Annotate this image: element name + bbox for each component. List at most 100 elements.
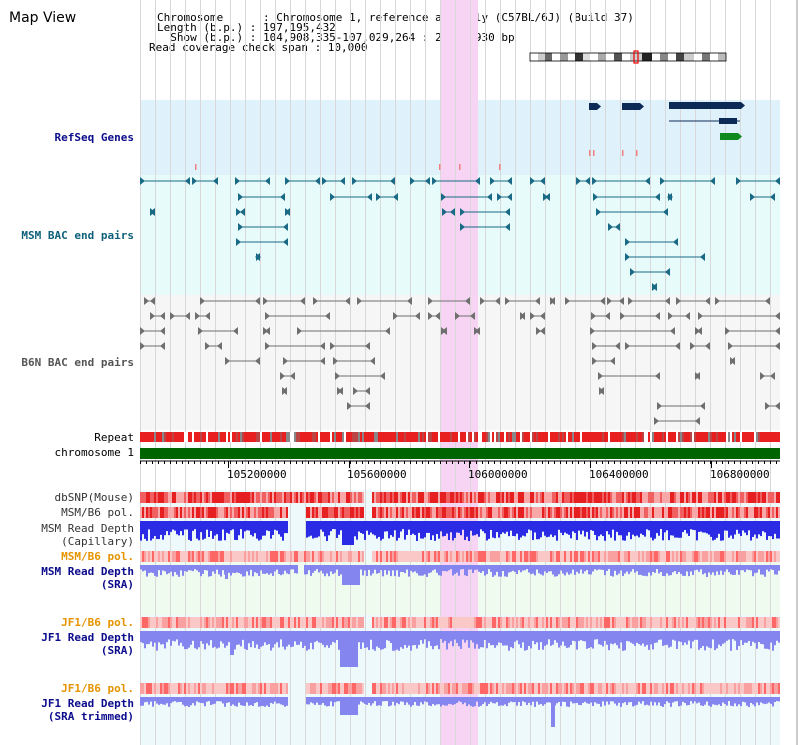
- polymorphism-segment: [604, 551, 606, 562]
- read-depth-bar: [686, 631, 688, 645]
- read-depth-bar: [730, 631, 732, 651]
- read-depth-bar: [566, 565, 568, 573]
- read-depth-bar: [208, 565, 210, 577]
- polymorphism-segment: [536, 551, 538, 562]
- polymorphism-segment: [302, 492, 304, 503]
- polymorphism-segment: [520, 617, 522, 628]
- read-depth-bar: [734, 521, 736, 535]
- polymorphism-segment: [666, 492, 668, 503]
- polymorphism-segment: [282, 551, 284, 562]
- read-depth-bar: [544, 521, 546, 536]
- repeat-segment: [706, 432, 708, 442]
- polymorphism-segment: [232, 683, 234, 694]
- polymorphism-segment: [468, 551, 470, 562]
- b6n-bac-pair-end: [705, 297, 710, 305]
- repeat-segment: [708, 432, 710, 442]
- polymorphism-segment: [656, 551, 658, 562]
- polymorphism-segment: [418, 617, 420, 628]
- polymorphism-segment: [322, 507, 324, 518]
- polymorphism-segment: [148, 683, 150, 694]
- polymorphism-segment: [710, 683, 712, 694]
- polymorphism-segment: [266, 617, 268, 628]
- polymorphism-segment: [408, 492, 410, 503]
- polymorphism-segment: [190, 492, 192, 503]
- polymorphism-segment: [274, 683, 276, 694]
- read-depth-bar: [216, 565, 218, 570]
- polymorphism-segment: [478, 492, 480, 503]
- read-depth-bar: [206, 565, 208, 571]
- track-label-msm-depth-sra: MSM Read Depth: [41, 565, 134, 578]
- polymorphism-segment: [754, 551, 756, 562]
- polymorphism-segment: [608, 492, 610, 503]
- polymorphism-segment: [486, 507, 488, 518]
- read-depth-bar: [606, 631, 608, 645]
- polymorphism-segment: [266, 683, 268, 694]
- polymorphism-segment: [674, 617, 676, 628]
- read-depth-bar: [182, 565, 184, 576]
- polymorphism-segment: [396, 551, 398, 562]
- b6n-bac-pair-end: [320, 357, 325, 365]
- polymorphism-segment: [212, 551, 214, 562]
- polymorphism-segment: [276, 551, 278, 562]
- polymorphism-segment: [768, 492, 770, 503]
- read-depth-bar: [600, 521, 602, 535]
- polymorphism-segment: [776, 551, 778, 562]
- polymorphism-segment: [620, 683, 622, 694]
- polymorphism-segment: [284, 683, 286, 694]
- read-depth-bar: [748, 697, 750, 707]
- read-depth-bar: [718, 521, 720, 534]
- read-depth-bar: [704, 631, 706, 651]
- read-depth-bar: [162, 565, 164, 571]
- read-depth-bar: [190, 631, 192, 645]
- msm-bac-pair-end: [460, 223, 465, 231]
- polymorphism-segment: [672, 492, 674, 503]
- read-depth-bar: [258, 521, 260, 541]
- b6n-bac-pair-end: [335, 372, 340, 380]
- polymorphism-segment: [582, 551, 584, 562]
- polymorphism-segment: [346, 507, 348, 518]
- repeat-segment: [190, 432, 192, 442]
- read-depth-bar: [204, 565, 206, 571]
- ideogram-band: [568, 53, 575, 61]
- read-depth-bar: [260, 565, 262, 571]
- polymorphism-segment: [688, 551, 690, 562]
- polymorphism-segment: [630, 551, 632, 562]
- polymorphism-segment: [384, 617, 386, 628]
- read-depth-bar: [380, 521, 382, 541]
- polymorphism-segment: [632, 551, 634, 562]
- read-depth-bar: [648, 631, 650, 650]
- read-depth-bar: [152, 565, 154, 574]
- repeat-segment: [564, 432, 566, 442]
- polymorphism-segment: [374, 492, 376, 503]
- polymorphism-segment: [658, 551, 660, 562]
- msm-bac-pair-end: [315, 177, 320, 185]
- repeat-segment: [296, 432, 298, 442]
- read-depth-bar: [714, 631, 716, 651]
- read-depth-bar: [428, 631, 430, 642]
- polymorphism-segment: [548, 551, 550, 562]
- read-depth-bar: [454, 697, 456, 705]
- track-label-chromosome: chromosome 1: [54, 446, 134, 459]
- repeat-segment: [322, 432, 324, 442]
- polymorphism-segment: [358, 683, 360, 694]
- read-depth-bar: [428, 521, 430, 533]
- polymorphism-segment: [246, 617, 248, 628]
- polymorphism-segment: [446, 683, 448, 694]
- polymorphism-segment: [672, 551, 674, 562]
- repeat-segment: [276, 432, 278, 442]
- b6n-bac-pair-end: [185, 312, 190, 320]
- polymorphism-segment: [712, 551, 714, 562]
- polymorphism-segment: [164, 492, 166, 503]
- polymorphism-segment: [236, 683, 238, 694]
- read-depth-bar: [690, 521, 692, 530]
- read-depth-bar: [382, 521, 384, 539]
- read-depth-bar: [304, 631, 306, 646]
- read-depth-bar: [152, 697, 154, 707]
- read-depth-bar: [668, 565, 670, 576]
- read-depth-bar: [376, 565, 378, 574]
- read-depth-bar: [170, 697, 172, 704]
- polymorphism-segment: [400, 683, 402, 694]
- polymorphism-segment: [404, 507, 406, 518]
- polymorphism-segment: [182, 492, 184, 503]
